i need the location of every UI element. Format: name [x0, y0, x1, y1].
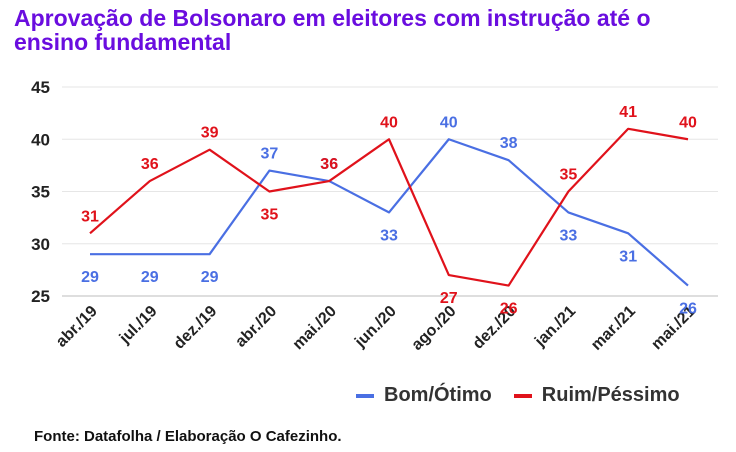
- data-label: 33: [560, 227, 578, 244]
- data-label: 36: [320, 156, 338, 173]
- data-label: 29: [81, 269, 99, 286]
- data-label: 36: [320, 156, 338, 173]
- legend-swatch-bom-otimo: [356, 393, 374, 398]
- y-tick-label: 30: [31, 235, 50, 254]
- y-tick-label: 25: [31, 287, 50, 306]
- data-label: 29: [141, 269, 159, 286]
- x-tick-label: abr./20: [232, 303, 280, 351]
- data-label: 40: [380, 114, 398, 131]
- x-tick-label: ago./20: [409, 303, 460, 354]
- y-axis-ticks: 25 30 35 40 45: [31, 78, 50, 306]
- data-label: 26: [500, 301, 518, 318]
- data-label: 31: [81, 208, 99, 225]
- data-label: 39: [201, 125, 219, 142]
- legend-label-bom-otimo: Bom/Ótimo: [384, 384, 492, 406]
- legend: Bom/Ótimo Ruim/Péssimo: [356, 384, 680, 407]
- data-label: 40: [440, 114, 458, 131]
- data-labels: 29 29 293736334038333126313639353640272635…: [81, 104, 697, 318]
- x-tick-label: abr./19: [53, 303, 101, 351]
- data-label: 40: [679, 114, 697, 131]
- y-tick-label: 45: [31, 78, 50, 97]
- data-label: 38: [500, 135, 518, 152]
- data-label: 31: [619, 248, 637, 265]
- data-label: 35: [261, 207, 279, 224]
- data-label: 33: [380, 227, 398, 244]
- gridlines: [62, 86, 718, 297]
- data-label: 26: [679, 301, 697, 318]
- data-label: 29: [201, 269, 219, 286]
- y-tick-label: 35: [31, 183, 50, 202]
- x-tick-label: dez./19: [171, 303, 221, 353]
- legend-label-ruim-pessimo: Ruim/Péssimo: [541, 384, 680, 406]
- chart-title: Aprovação de Bolsonaro em eleitores com …: [14, 5, 651, 55]
- legend-item-ruim-pessimo: Ruim/Péssimo: [513, 384, 680, 407]
- legend-item-bom-otimo: Bom/Ótimo: [356, 384, 492, 407]
- x-tick-label: jul./19: [116, 303, 161, 348]
- series-lines: [89, 127, 689, 287]
- y-tick-label: 40: [31, 130, 50, 149]
- x-tick-label: mar./21: [588, 303, 639, 354]
- x-tick-label: jun./20: [351, 303, 400, 352]
- data-label: 27: [440, 290, 458, 307]
- data-label: 35: [560, 167, 578, 184]
- data-label: 36: [141, 156, 159, 173]
- x-axis-ticks: abr./19 jul./19 dez./19 abr./20 mai./20 jun./…: [53, 303, 699, 354]
- source-note: Fonte: Datafolha / Elaboração O Cafezinh…: [34, 428, 342, 445]
- legend-swatch-ruim-pessimo: [513, 393, 532, 398]
- series-line-ruim-pessimo: [89, 127, 689, 287]
- x-tick-label: jan./21: [531, 303, 579, 351]
- series-line-bom-otimo: [90, 138, 689, 287]
- x-tick-label: mai./20: [290, 303, 340, 353]
- data-label: 41: [619, 104, 637, 121]
- data-label: 37: [261, 146, 279, 163]
